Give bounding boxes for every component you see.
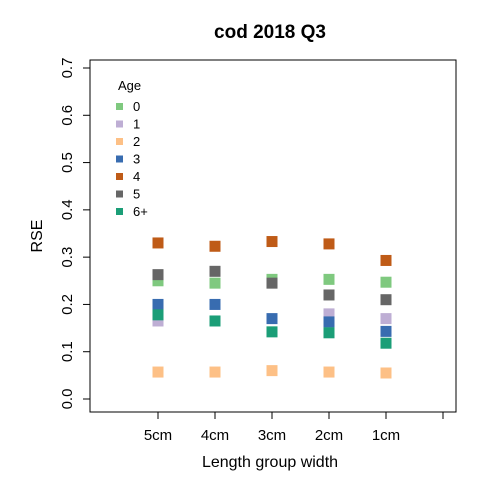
data-point-age-5 [209,265,221,277]
legend-swatch [116,173,123,180]
data-point-age-2 [152,366,164,378]
legend-swatch [116,138,123,145]
y-axis-label: RSE [29,220,46,253]
legend-label: 2 [133,134,140,149]
data-point-age-0 [209,277,221,289]
data-point-age-4 [266,236,278,248]
data-point-age-0 [152,275,164,287]
data-point-age-5 [380,294,392,306]
data-points [152,236,392,379]
y-tick-label: 0.4 [59,199,76,220]
legend-label: 1 [133,117,140,132]
x-tick-label: 5cm [144,427,172,444]
y-tick-label: 0.5 [59,152,76,173]
legend-swatch [116,155,123,163]
data-point-age-6+ [380,337,392,349]
y-axis: 0.0 0.1 0.2 0.3 0.4 0.5 0.6 0.7 [59,58,90,410]
legend-label: 0 [133,99,140,114]
data-point-age-1 [152,315,164,327]
legend-label: 4 [133,169,140,184]
data-point-age-4 [152,237,164,249]
data-point-age-5 [266,277,278,289]
data-point-age-1 [323,308,335,320]
y-tick-label: 0.3 [59,247,76,268]
data-point-age-4 [209,240,221,252]
x-axis-label: Length group width [202,454,338,471]
data-point-age-3 [266,313,278,325]
legend-label: 6+ [133,204,148,219]
x-tick-label: 3cm [258,427,286,444]
data-point-age-3 [209,298,221,310]
data-point-age-4 [380,254,392,266]
y-tick-label: 0.1 [59,341,76,362]
chart-title: cod 2018 Q3 [214,22,326,43]
y-tick-label: 0.7 [59,58,76,79]
x-tick-label: 1cm [372,427,400,444]
legend-swatch [116,103,123,110]
data-point-age-0 [380,276,392,288]
plot-frame [89,59,457,413]
data-point-age-1 [380,313,392,325]
legend-label: 3 [133,152,140,167]
legend-label: 5 [133,187,140,202]
legend-title: Age [118,78,141,93]
data-point-age-2 [266,365,278,377]
legend-swatch [116,190,123,198]
data-point-age-6+ [323,327,335,339]
x-tick-label: 2cm [315,427,343,444]
data-point-age-3 [380,325,392,337]
x-tick-label: 4cm [201,427,229,444]
data-point-age-2 [380,367,392,379]
data-point-age-5 [323,289,335,301]
data-point-age-2 [323,366,335,378]
data-point-age-6+ [209,315,221,327]
y-tick-label: 0.2 [59,294,76,315]
data-point-age-4 [323,238,335,250]
legend: Age 0 1 2 3 4 5 6+ [116,78,148,219]
data-point-age-2 [209,366,221,378]
y-tick-label: 0.6 [59,105,76,126]
data-point-age-0 [323,273,335,285]
legend-swatch [116,120,123,128]
data-point-age-3 [152,298,164,310]
x-axis: 5cm 4cm 3cm 2cm 1cm [144,412,444,444]
data-point-age-3 [323,316,335,328]
y-tick-label: 0.0 [59,389,76,410]
data-point-age-6+ [152,309,164,321]
data-point-age-6+ [266,326,278,338]
data-point-age-5 [152,269,164,281]
legend-swatch [116,208,123,215]
